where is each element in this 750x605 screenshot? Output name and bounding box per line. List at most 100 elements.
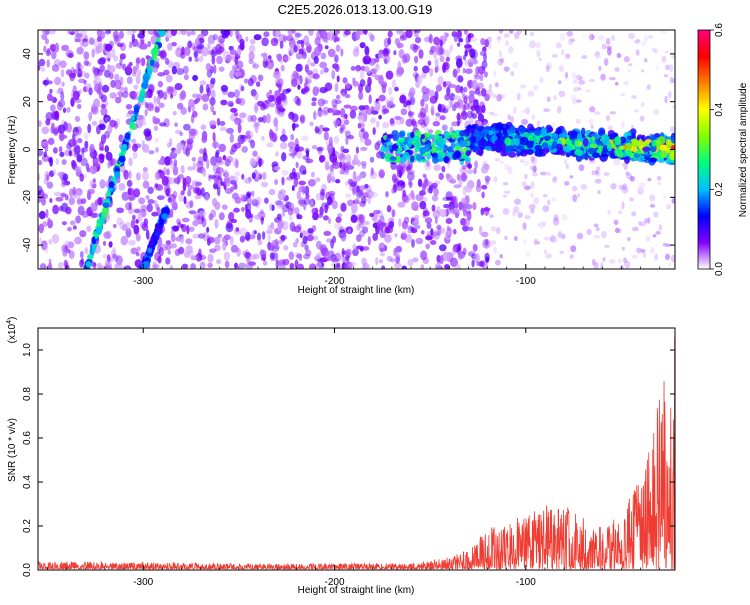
spectrogram-blob — [100, 104, 107, 109]
spectrogram-blob — [295, 238, 300, 244]
spectrogram-blob — [158, 102, 165, 108]
spectrogram-blob — [432, 120, 440, 127]
spectrogram-blob — [229, 236, 234, 246]
spectrogram-blob — [445, 105, 452, 110]
spectrogram-blob — [345, 248, 352, 257]
spectrogram-blob — [430, 228, 434, 236]
spectrogram-blob — [460, 111, 468, 120]
spectrogram-blob — [561, 213, 568, 221]
spectrogram-blob — [152, 53, 157, 61]
spectrogram-blob — [375, 120, 380, 128]
spectrogram-blob — [110, 176, 117, 183]
spectrogram-blob — [621, 185, 629, 194]
spectrogram-blob — [92, 39, 99, 47]
spectrogram-blob — [293, 45, 298, 53]
spectrogram-blob — [356, 224, 361, 231]
spectrogram-blob — [410, 131, 415, 139]
spectrogram-blob — [359, 185, 366, 191]
spectrogram-blob — [530, 165, 534, 171]
spectrogram-blob — [213, 236, 221, 245]
spectrogram-blob — [358, 91, 364, 100]
spectrogram-blob — [598, 34, 605, 41]
spectrogram-blob — [253, 121, 260, 128]
spectrogram-blob — [238, 262, 247, 269]
spectrogram-blob — [261, 231, 266, 240]
spectrogram-blob — [185, 238, 193, 245]
spectrogram-blob — [588, 33, 593, 41]
spectrogram-blob — [270, 37, 279, 47]
spectrogram-blob — [107, 57, 111, 62]
spectrogram-blob — [67, 248, 71, 254]
spectrogram-blob — [234, 196, 242, 204]
spectrogram-blob — [112, 223, 117, 229]
spectrogram-blob — [309, 121, 314, 127]
spectrogram-blob — [236, 117, 244, 124]
spectrogram-blob — [345, 135, 349, 146]
spectrogram-blob — [633, 109, 640, 113]
spectrogram-blob — [48, 258, 52, 265]
spectrogram-blob — [421, 158, 428, 163]
spectrogram-blob — [362, 226, 369, 234]
spectrogram-blob — [546, 62, 553, 70]
spectrogram-blob — [411, 238, 415, 248]
spectrogram-blob — [157, 72, 166, 77]
spectrogram-blob — [448, 205, 454, 213]
spectrogram-blob — [81, 38, 88, 43]
spectrogram-blob — [68, 138, 76, 148]
spectrogram-blob — [619, 136, 627, 144]
spectrogram-blob — [424, 116, 430, 126]
spectrogram-blob — [135, 251, 140, 257]
spectrogram-blob — [297, 84, 301, 90]
spectrogram-blob — [217, 233, 222, 238]
spectrogram-blob — [218, 212, 225, 221]
spectrogram-blob — [234, 71, 242, 77]
spectrogram-x-ticks: -300 -200 -100 — [47, 30, 661, 287]
spectrogram-blob — [553, 176, 558, 181]
spectrogram-blob — [457, 250, 466, 259]
spectrogram-blob — [267, 55, 272, 60]
spectrogram-blob — [89, 165, 98, 175]
spectrogram-blob — [312, 212, 319, 221]
spectrogram-blob — [396, 180, 404, 187]
spectrogram-blob — [410, 155, 415, 163]
spectrogram-blob — [527, 123, 534, 131]
spectrogram-blob — [51, 64, 60, 72]
spectrogram-blob — [623, 257, 628, 264]
spectrogram-blob — [557, 231, 563, 239]
spectrogram-blob — [320, 188, 325, 197]
spectrogram-blob — [317, 98, 326, 107]
spectrogram-blob — [405, 118, 414, 127]
spectrogram-blob — [559, 250, 564, 255]
spectrogram-blob — [443, 156, 449, 164]
spectrogram-blob — [75, 190, 83, 198]
spectrogram-blob — [43, 151, 47, 158]
spectrogram-blob — [373, 209, 381, 215]
snr-x-tick-label: -200 — [324, 577, 344, 588]
spectrogram-blob — [57, 101, 63, 111]
spectrogram-blob — [446, 225, 451, 231]
spectrogram-blob — [671, 197, 675, 204]
spectrogram-blob — [319, 61, 327, 69]
spectrogram-blob — [236, 90, 240, 95]
spectrogram-blob — [593, 223, 599, 228]
spectrogram-blob — [271, 252, 279, 262]
spectrogram-blob — [578, 75, 584, 81]
spectrogram-blob — [188, 226, 195, 232]
spectrogram-blob — [571, 72, 577, 80]
spectrogram-blob — [359, 79, 366, 87]
spectrogram-blob — [356, 234, 362, 242]
spectrogram-blob — [335, 216, 342, 223]
spectrogram-blob — [105, 151, 113, 161]
spectrogram-blob — [651, 47, 657, 53]
spectrogram-blob — [450, 141, 456, 149]
spectrogram-blob — [585, 89, 592, 93]
spectrogram-blob — [467, 101, 474, 110]
spectrogram-blob — [457, 75, 464, 83]
spectrogram-blob — [222, 241, 227, 251]
spectrogram-blob — [488, 129, 494, 136]
spectrogram-blob — [250, 89, 257, 97]
spectrogram-blob — [73, 146, 77, 153]
spectrogram-blob — [209, 97, 216, 106]
spectrogram-blob — [49, 197, 53, 204]
spectrogram-blob — [490, 225, 497, 232]
